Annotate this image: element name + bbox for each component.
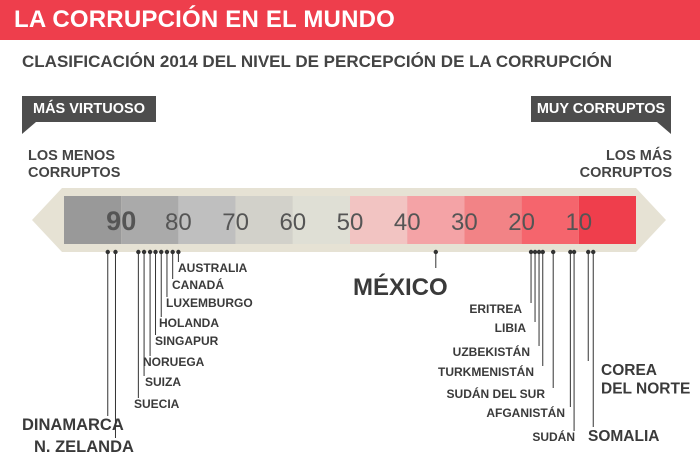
- tick-label-80: 80: [165, 209, 192, 236]
- country-label-somalia: SOMALIA: [588, 428, 659, 445]
- country-label-corea-del-norte: COREA DEL NORTE: [601, 362, 690, 398]
- scale-band-5: [350, 196, 408, 244]
- least-corrupt-line-1: LOS MENOS: [28, 148, 116, 164]
- country-label-afganist-n: AFGANISTÁN: [486, 405, 565, 420]
- very-corrupt-tag-pointer: [657, 122, 671, 134]
- scale-band-7: [464, 196, 522, 244]
- most-virtuous-tag-pointer: [22, 122, 36, 134]
- country-label-n-zelanda: N. ZELANDA: [34, 438, 134, 456]
- country-label-suiza: SUIZA: [145, 375, 181, 389]
- tick-label-30: 30: [451, 209, 478, 236]
- tick-label-20: 20: [508, 209, 535, 236]
- country-label-m-xico: MÉXICO: [353, 273, 448, 301]
- very-corrupt-tag: MUY CORRUPTOS: [531, 96, 671, 122]
- country-label-sud-n: SUDÁN: [532, 429, 575, 444]
- most-virtuous-tag: MÁS VIRTUOSO: [22, 96, 156, 122]
- country-label-luxemburgo: LUXEMBURGO: [166, 296, 253, 310]
- scale-band-0: [64, 196, 122, 244]
- country-label-eritrea: ERITREA: [469, 302, 522, 316]
- country-label-suecia: SUECIA: [134, 397, 180, 411]
- scale-band-1: [121, 196, 179, 244]
- tick-label-50: 50: [337, 209, 364, 236]
- tick-label-90: 90: [106, 206, 136, 236]
- country-label-canad: CANADÁ: [172, 277, 224, 292]
- tick-label-10: 10: [565, 209, 592, 236]
- scale-band-2: [178, 196, 236, 244]
- country-label-sud-n-del-sur: SUDÁN DEL SUR: [447, 386, 546, 401]
- chart-subtitle: CLASIFICACIÓN 2014 DEL NIVEL DE PERCEPCI…: [22, 52, 613, 71]
- tick-label-60: 60: [279, 209, 306, 236]
- chart-title: LA CORRUPCIÓN EN EL MUNDO: [14, 6, 396, 33]
- least-corrupt-line-2: CORRUPTOS: [28, 165, 121, 181]
- tick-label-40: 40: [394, 209, 421, 236]
- scale-band-6: [407, 196, 465, 244]
- country-label-singapur: SINGAPUR: [155, 334, 219, 348]
- scale-band-9: [578, 196, 636, 244]
- country-label-holanda: HOLANDA: [159, 316, 219, 330]
- scale-band-8: [521, 196, 579, 244]
- most-corrupt-line-2: CORRUPTOS: [579, 165, 672, 181]
- country-label-noruega: NORUEGA: [143, 355, 205, 369]
- least-corrupt-label: LOS MENOS CORRUPTOS: [28, 148, 120, 182]
- most-corrupt-line-1: LOS MÁS: [605, 148, 672, 164]
- country-label-dinamarca: DINAMARCA: [22, 416, 124, 434]
- country-label-uzbekist-n: UZBEKISTÁN: [453, 344, 530, 359]
- country-label-australia: AUSTRALIA: [178, 261, 248, 275]
- country-label-libia: LIBIA: [495, 321, 527, 335]
- tick-label-70: 70: [222, 209, 249, 236]
- country-label-turkmenist-n: TURKMENISTÁN: [438, 364, 534, 379]
- title-banner: LA CORRUPCIÓN EN EL MUNDO: [0, 0, 700, 40]
- most-corrupt-label: LOS MÁS CORRUPTOS: [580, 148, 672, 182]
- scale-band-4: [292, 196, 350, 244]
- scale-band-3: [235, 196, 293, 244]
